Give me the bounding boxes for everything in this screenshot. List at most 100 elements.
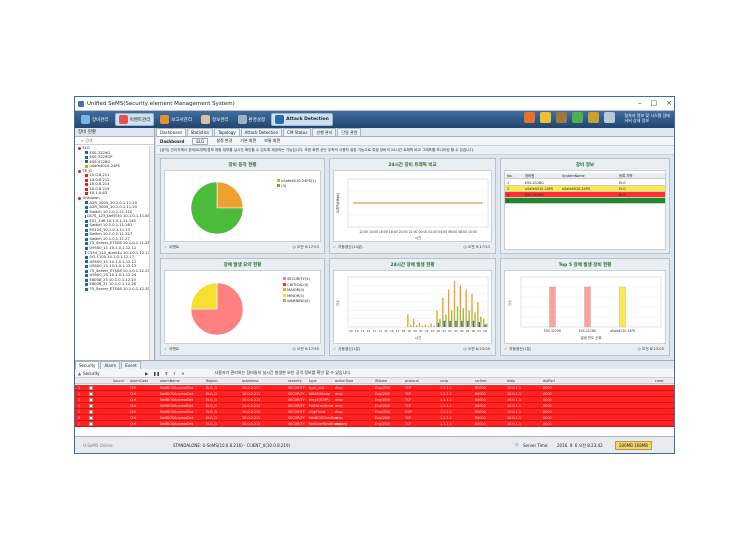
- column-header[interactable]: ipAddress: [242, 378, 259, 383]
- alert-icon[interactable]: [540, 112, 552, 123]
- tree-node[interactable]: U9500_25 10.1.0.1.12.24: [77, 273, 150, 278]
- tree-node[interactable]: 10.0.8.211: [77, 173, 150, 178]
- column-header[interactable]: ifName: [375, 378, 388, 383]
- column-header[interactable]: srcIp: [440, 378, 449, 383]
- row-checkbox[interactable]: [89, 398, 93, 402]
- play-icon[interactable]: ▶: [145, 370, 149, 376]
- row-checkbox[interactable]: [89, 422, 93, 426]
- column-header[interactable]: severity: [288, 378, 302, 383]
- column-header[interactable]: actionType: [335, 378, 354, 383]
- tab-4[interactable]: CM Status: [283, 128, 312, 136]
- column-header[interactable]: Sound: [113, 378, 124, 383]
- change-settings-button[interactable]: 설정 변경: [216, 138, 233, 143]
- minimize-icon[interactable]: –: [638, 99, 642, 107]
- search-input[interactable]: ⌕ 검색: [75, 137, 154, 145]
- row-checkbox[interactable]: [89, 386, 93, 390]
- memory-indicator[interactable]: 206MB 168MB: [615, 441, 652, 450]
- column-header[interactable]: dstIp: [507, 378, 516, 383]
- toolbar-button-settings[interactable]: 환경설정: [235, 113, 269, 126]
- tree-node[interactable]: ESS-3229G: [77, 151, 150, 156]
- tree-node[interactable]: 75_Server_E7S08 10.1.0.1.12.30: [77, 287, 150, 292]
- tree-node[interactable]: Switch 10.1.0.1.11.27: [77, 237, 150, 242]
- tree-node[interactable]: ES1_146 10.1.0.1.11.140: [77, 219, 150, 224]
- tree-node[interactable]: C87S_123_DeNT40 10.1.0.1.11.80: [77, 214, 150, 219]
- tree-node[interactable]: U9500_11 10.1.0.1.12.12: [77, 260, 150, 265]
- row-checkbox[interactable]: [89, 392, 93, 396]
- delete-icon[interactable]: ✕: [181, 370, 185, 376]
- tab-5[interactable]: 선행 관리: [312, 128, 337, 136]
- toolbar-button-info[interactable]: 정보관리: [198, 113, 232, 126]
- lock-icon[interactable]: [588, 112, 600, 123]
- close-icon[interactable]: ×: [666, 99, 672, 107]
- row-checkbox[interactable]: [89, 416, 93, 420]
- column-header[interactable]: dstPort: [543, 378, 555, 383]
- tree-node[interactable]: ESS-4128G: [77, 160, 150, 165]
- tab-3[interactable]: Attack Detection: [240, 128, 283, 136]
- tree-node[interactable]: 75_Server_E7S08 10.1.0.1.12.20: [77, 269, 150, 274]
- tree-node[interactable]: Switch 10.1.0.1.11.161: [77, 223, 150, 228]
- table-row[interactable]: 5 Ctrl NetBIOSAnomalDet ELG_G 10.0.0.210 SECU…: [75, 409, 674, 415]
- filter-icon[interactable]: ⊽: [164, 370, 168, 376]
- tab-0[interactable]: Dashboard: [156, 128, 186, 136]
- tab-6[interactable]: 단말 관련: [337, 128, 362, 136]
- tree-node[interactable]: Unknown: [77, 196, 150, 201]
- tree-node[interactable]: A2R_3005_10.1.0.1.11.20: [77, 205, 150, 210]
- maximize-icon[interactable]: □: [650, 99, 658, 107]
- column-header[interactable]: creat: [655, 378, 664, 383]
- toolbar-button-report[interactable]: 보고서관리: [157, 113, 195, 126]
- map-pin-icon[interactable]: [524, 112, 536, 123]
- info-row[interactable]: 1 ESS-4128G ELG: [505, 180, 665, 186]
- tree-node[interactable]: OG-1100 10.1.0.1.12.17: [77, 255, 150, 260]
- tree-node[interactable]: 10.0.8.214: [77, 182, 150, 187]
- bottom-tab-security[interactable]: Security: [75, 361, 100, 369]
- tree-node[interactable]: uSafe4010-24PS: [77, 164, 150, 169]
- tree-node[interactable]: Switch 10.1.0.1.11.110: [77, 210, 150, 215]
- tab-2[interactable]: Topology: [214, 128, 240, 136]
- tree-node[interactable]: 10.0.8.212: [77, 178, 150, 183]
- leaf-icon[interactable]: [572, 112, 584, 123]
- tree-node[interactable]: ES124_10.1.0.1.11.13: [77, 228, 150, 233]
- row-checkbox[interactable]: [89, 404, 93, 408]
- table-row[interactable]: 6 Ctrl NetBIOSAnomalDet ELG_G 10.0.0.211 SECU…: [75, 415, 674, 421]
- info-row[interactable]: 3 ESS-3229G ELG: [505, 192, 665, 198]
- bottom-tab-alarm[interactable]: Alarm: [100, 361, 121, 369]
- users-icon[interactable]: [604, 112, 616, 123]
- info-row[interactable]: 4: [505, 198, 665, 204]
- tree-node[interactable]: A2R_3005_10.1.0.1.11.10: [77, 201, 150, 206]
- pause-icon[interactable]: ❚❚: [153, 370, 160, 376]
- column-header[interactable]: alarmCode: [130, 378, 149, 383]
- column-header[interactable]: srcPort: [475, 378, 487, 383]
- bottom-tab-event[interactable]: Event: [121, 361, 141, 369]
- tree-node[interactable]: U9500_21 10.1.0.1.12.13: [77, 264, 150, 269]
- table-row[interactable]: 1 Ctrl NetBIOSAnomalDet ELG_G 10.0.0.211 SECU…: [75, 385, 674, 391]
- column-header[interactable]: type: [309, 378, 317, 383]
- tree-node[interactable]: 75_Server_E7S08 10.1.0.1.11.28: [77, 241, 150, 246]
- info-row[interactable]: 2 uSafe4010-24PS uSafe4010-24PS ELG: [505, 186, 665, 192]
- toolbar-button-event[interactable]: 이벤트관리: [114, 113, 155, 126]
- tree-node[interactable]: E8008_23 10.1.0.1.12.23: [77, 278, 150, 283]
- tree-node[interactable]: ELG: [77, 146, 150, 151]
- table-row[interactable]: 3 Ctrl NetBIOSAnomalDet ELG_G 10.0.0.210 SECU…: [75, 397, 674, 403]
- tab-1[interactable]: Statistics: [186, 128, 213, 136]
- table-row[interactable]: 4 Ctrl NetBIOSAnomalDet ELG_G 10.0.0.210 SECU…: [75, 403, 674, 409]
- normal-view-button[interactable]: 보통 화면: [264, 138, 281, 143]
- tree-node[interactable]: U9500_11 10.1.0.1.12.11: [77, 246, 150, 251]
- column-header[interactable]: Region: [206, 378, 218, 383]
- table-row[interactable]: 2 Ctrl NetBIOSAnomalDet ELG_G 10.0.0.211 SECU…: [75, 391, 674, 397]
- tree-node[interactable]: 10.0.8.219: [77, 187, 150, 192]
- tree-node[interactable]: Switch 10.1.0.1.11.227: [77, 232, 150, 237]
- box-icon[interactable]: [556, 112, 568, 123]
- tree-node[interactable]: TE_G: [77, 169, 150, 174]
- tree-node[interactable]: E8008_31 10.1.0.1.12.28: [77, 282, 150, 287]
- region-select[interactable]: ELG: [192, 137, 209, 145]
- default-view-button[interactable]: 기본 화면: [240, 138, 257, 143]
- column-header[interactable]: alarmName: [160, 378, 180, 383]
- column-header[interactable]: protocol: [405, 378, 419, 383]
- row-checkbox[interactable]: [89, 410, 93, 414]
- tree-scrollbar[interactable]: [149, 146, 154, 360]
- table-row[interactable]: 7 Ctrl NetBIOSAnomalDet ELG_G 10.0.0.210 SECU…: [75, 421, 674, 427]
- tree-node[interactable]: C554_110_dumi4u 10.1.0.1.12.17: [77, 251, 150, 256]
- tree-node[interactable]: ESS-3229GP: [77, 155, 150, 160]
- tree-node[interactable]: 10.1.0.63: [77, 191, 150, 196]
- export-icon[interactable]: ⇪: [172, 370, 177, 376]
